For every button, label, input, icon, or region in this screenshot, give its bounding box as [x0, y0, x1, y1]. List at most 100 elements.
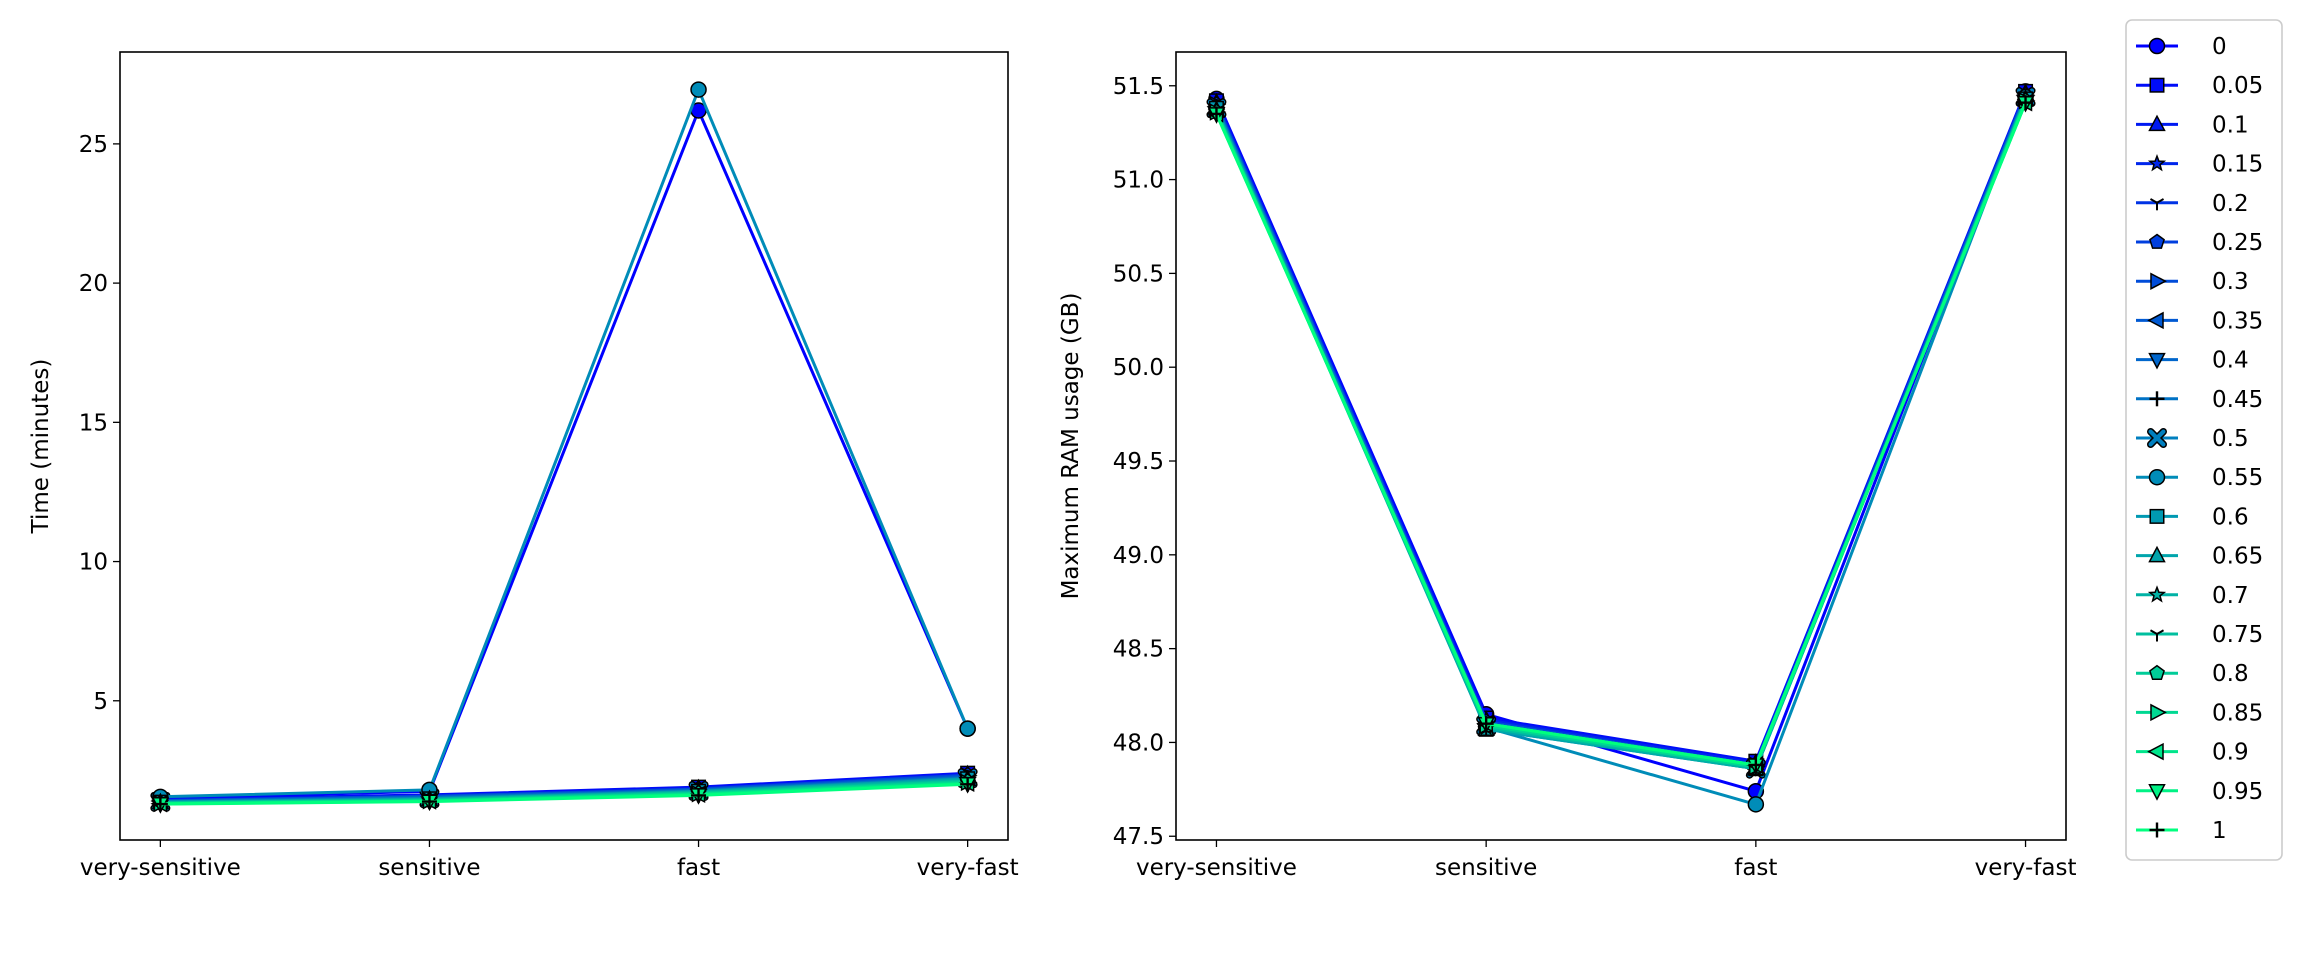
- legend: 0 0.05 0.1 0.15 0.2 0.25 0.3 0.35 0.4 0.45 0.5 0.55…: [2125, 19, 2283, 861]
- data-point: [1748, 757, 1764, 773]
- series-line: [1215, 96, 2027, 769]
- legend-item: 0.25: [2136, 230, 2263, 256]
- plot-area-frame: [119, 51, 1009, 841]
- data-point: [959, 720, 976, 737]
- series-line: [1215, 94, 2027, 769]
- legend-marker: [2148, 784, 2166, 801]
- legend-marker: [2150, 272, 2167, 290]
- legend-label: 0.6: [2212, 504, 2249, 530]
- data-point: [421, 794, 437, 810]
- series-0.7: [1207, 89, 2035, 777]
- series-line: [1215, 94, 2027, 767]
- series-line: [1215, 102, 2027, 767]
- y-tick-label: 48.0: [1113, 730, 1164, 756]
- legend-marker: [2150, 703, 2167, 722]
- legend-item: 0.85: [2136, 700, 2263, 726]
- legend-label: 0.9: [2212, 740, 2249, 766]
- series-0.3: [1209, 86, 2036, 774]
- y-tick-label: 49.5: [1113, 449, 1164, 475]
- legend-item: 0: [2136, 34, 2227, 60]
- legend-marker: [2149, 233, 2165, 249]
- legend-marker: [2147, 585, 2167, 603]
- series-0.1: [1207, 83, 2035, 770]
- y-tick-label: 51.0: [1113, 168, 1164, 194]
- legend-label: 0.15: [2212, 152, 2263, 178]
- legend-marker: [2147, 742, 2164, 761]
- y-tick-label: 10: [79, 550, 108, 576]
- legend-item: 0.15: [2136, 152, 2263, 178]
- y-axis-label: Maximum RAM usage (GB): [1058, 293, 1084, 600]
- legend-marker: [2149, 77, 2165, 93]
- series-line: [1215, 90, 2027, 763]
- legend-item: 0.2: [2136, 191, 2249, 217]
- series-0.25: [1208, 86, 2034, 772]
- legend-marker: [2149, 508, 2165, 524]
- series-0.65: [1207, 89, 2035, 776]
- x-tick-label: very-sensitive: [80, 855, 241, 881]
- series-line: [1215, 102, 2027, 767]
- data-point: [960, 776, 976, 792]
- series-line: [1215, 102, 2027, 767]
- series-0.4: [1207, 90, 2035, 777]
- legend-label: 0.45: [2212, 387, 2263, 413]
- legend-label: 0.75: [2212, 622, 2263, 648]
- legend-item: 0.6: [2136, 504, 2249, 530]
- series-0.85: [1209, 92, 2036, 776]
- legend-label: 0.35: [2212, 308, 2263, 334]
- series-line: [1215, 92, 2027, 765]
- y-tick-label: 15: [79, 410, 108, 436]
- data-point: [152, 796, 168, 812]
- series-line: [1215, 90, 2027, 793]
- series-line: [1215, 100, 2027, 769]
- series-line: [1215, 96, 2027, 806]
- series-line: [1215, 96, 2027, 769]
- legend-marker: [2149, 664, 2165, 681]
- y-axis-label: Time (minutes): [28, 359, 54, 535]
- legend-label: 0.95: [2212, 779, 2263, 805]
- series-0.8: [1208, 92, 2034, 774]
- series-line: [1215, 98, 2027, 771]
- legend-item: 0.5: [2136, 426, 2249, 452]
- data-point: [690, 81, 707, 98]
- x-tick-label: sensitive: [1435, 855, 1537, 881]
- legend-item: 0.95: [2136, 779, 2263, 805]
- series-0.2: [1209, 88, 2033, 773]
- legend-marker: [2149, 629, 2165, 642]
- x-tick-label: very-fast: [1975, 855, 2077, 881]
- data-point: [2018, 95, 2034, 111]
- legend-label: 0.65: [2212, 544, 2263, 570]
- legend-item: 0.75: [2136, 622, 2263, 648]
- legend-marker: [2147, 153, 2167, 172]
- series-0.75: [1209, 96, 2033, 775]
- legend-item: 0.1: [2136, 112, 2249, 138]
- series-line: [1215, 92, 2027, 767]
- series-0.55: [152, 81, 976, 806]
- x-tick-label: fast: [677, 855, 720, 881]
- legend-item: 0.9: [2136, 740, 2249, 766]
- series-0.95: [1207, 95, 2035, 775]
- plot-area-frame: [1175, 51, 2067, 841]
- series-line: [1215, 100, 2027, 769]
- x-tick-label: fast: [1734, 855, 1777, 881]
- legend-marker: [2149, 391, 2165, 407]
- legend-marker: [2148, 37, 2166, 55]
- series-0.45: [1208, 89, 2034, 775]
- legend-label: 1: [2212, 818, 2227, 844]
- y-tick-label: 51.5: [1113, 74, 1164, 100]
- y-tick-label: 49.0: [1113, 543, 1164, 569]
- y-tick-label: 50.5: [1113, 261, 1164, 287]
- legend-item: 0.55: [2136, 465, 2263, 491]
- series-line: [160, 88, 969, 799]
- series-line: [1215, 98, 2027, 771]
- legend-item: 1: [2136, 818, 2227, 844]
- legend-item: 0.45: [2136, 387, 2263, 413]
- series-line: [1215, 92, 2027, 765]
- legend-item: 0.7: [2136, 583, 2249, 609]
- x-tick-label: very-sensitive: [1136, 855, 1297, 881]
- legend-item: 0.05: [2136, 73, 2263, 99]
- data-point: [1478, 716, 1494, 732]
- legend-marker: [2149, 822, 2165, 838]
- y-tick-label: 25: [79, 132, 108, 158]
- series-0.15: [1207, 83, 2035, 771]
